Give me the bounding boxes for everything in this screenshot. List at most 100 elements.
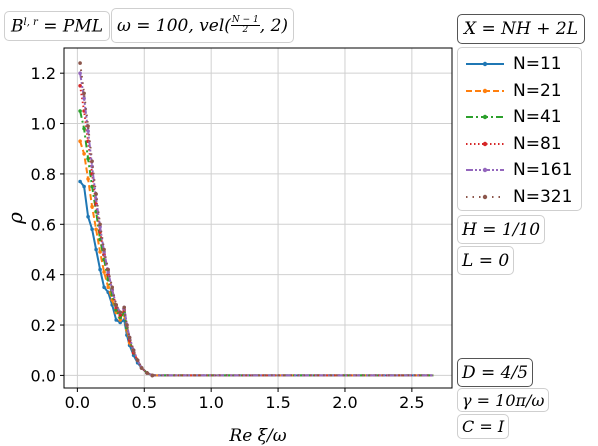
y-axis-label: ρ bbox=[3, 212, 27, 225]
boundary-superscript: l, r bbox=[23, 17, 38, 28]
data-point bbox=[82, 152, 86, 156]
legend-entry: N=81 bbox=[458, 132, 581, 156]
c-text: C = I bbox=[462, 417, 505, 436]
data-point bbox=[98, 225, 102, 229]
y-tick-label: 1.2 bbox=[31, 64, 56, 83]
data-point bbox=[98, 222, 102, 227]
h-annotation: H = 1/10 bbox=[457, 215, 546, 244]
gamma-text: γ = 10π/ω bbox=[462, 391, 545, 410]
series-line bbox=[79, 85, 434, 377]
data-point bbox=[90, 204, 94, 209]
legend-label: N=81 bbox=[513, 133, 562, 154]
ticks: 0.0 0.5 1.0 1.5 2.0 2.5 0.0 0.2 0.4 0.6 0.8 1.0 1.2 bbox=[31, 64, 425, 412]
plot-frame bbox=[63, 47, 453, 389]
data-point bbox=[127, 335, 132, 340]
boundary-value: = PML bbox=[37, 16, 104, 37]
legend-swatch bbox=[466, 141, 504, 146]
data-point bbox=[98, 250, 102, 254]
data-point bbox=[82, 184, 86, 189]
data-point bbox=[82, 91, 86, 96]
y-tick-label: 0.0 bbox=[31, 366, 56, 385]
legend-swatch bbox=[466, 114, 504, 120]
data-point bbox=[118, 320, 122, 325]
data-point bbox=[90, 159, 94, 164]
legend-swatch bbox=[466, 88, 504, 93]
data-point bbox=[150, 373, 155, 378]
x-tick-label: 0.0 bbox=[65, 393, 90, 412]
series-line bbox=[79, 62, 434, 377]
series-n-41 bbox=[78, 109, 434, 378]
data-point bbox=[122, 305, 126, 310]
x-tick-label: 2.0 bbox=[332, 393, 357, 412]
data-point bbox=[118, 315, 122, 320]
y-tick-label: 0.4 bbox=[31, 266, 56, 285]
data-point bbox=[86, 214, 90, 219]
x-definition-annotation: X = NH + 2L bbox=[457, 14, 586, 44]
y-tick-label: 0.2 bbox=[31, 316, 56, 335]
data-point bbox=[78, 71, 82, 75]
data-point bbox=[114, 303, 118, 307]
data-point bbox=[86, 129, 90, 133]
data-point bbox=[114, 318, 118, 322]
legend-entry: N=11 bbox=[458, 52, 581, 76]
data-point bbox=[78, 109, 82, 113]
omega-tail: , 2) bbox=[259, 15, 289, 36]
data-point bbox=[110, 285, 114, 290]
data-point bbox=[118, 310, 122, 315]
data-point bbox=[94, 192, 98, 196]
omega-text: ω = 100, vel( bbox=[117, 15, 231, 36]
legend-label: N=11 bbox=[513, 54, 562, 74]
data-point bbox=[78, 139, 82, 143]
data-point bbox=[125, 323, 129, 327]
boundary-annotation: Bl, r = PML bbox=[4, 11, 111, 41]
legend-entry: N=321 bbox=[458, 185, 581, 209]
series-n-81 bbox=[78, 84, 434, 378]
data-point bbox=[102, 270, 106, 274]
series-line bbox=[79, 140, 434, 377]
data-point bbox=[106, 267, 110, 272]
data-point bbox=[90, 227, 94, 232]
x-definition-text: X = NH + 2L bbox=[464, 19, 579, 39]
c-annotation: C = I bbox=[457, 414, 510, 439]
data-point bbox=[139, 366, 144, 370]
data-point bbox=[118, 313, 122, 317]
legend-label: N=321 bbox=[513, 186, 573, 207]
omega-frac-den: 2 bbox=[242, 25, 249, 36]
data-point bbox=[118, 318, 122, 322]
data-point bbox=[106, 270, 110, 274]
data-point bbox=[102, 247, 106, 252]
legend-swatch bbox=[466, 167, 504, 173]
data-point bbox=[131, 348, 136, 353]
data-point bbox=[135, 358, 140, 363]
y-tick-label: 1.0 bbox=[31, 115, 56, 134]
legend-swatch bbox=[466, 194, 504, 199]
x-tick-label: 1.5 bbox=[265, 393, 290, 412]
data-point bbox=[102, 285, 106, 290]
series-n-11 bbox=[78, 179, 434, 378]
data-point bbox=[82, 126, 86, 131]
gamma-annotation: γ = 10π/ω bbox=[457, 388, 550, 412]
x-tick-label: 1.0 bbox=[198, 393, 223, 412]
series-n-21 bbox=[78, 139, 434, 378]
boundary-symbol: B bbox=[11, 16, 24, 37]
y-tick-label: 0.8 bbox=[31, 165, 56, 184]
x-axis-label: Re ξ/ω bbox=[228, 426, 286, 446]
legend-entry: N=21 bbox=[458, 79, 581, 103]
omega-frac-num: N − 1 bbox=[230, 15, 260, 27]
legend-swatch bbox=[466, 61, 504, 67]
data-point bbox=[78, 61, 82, 65]
series-n-321 bbox=[78, 61, 434, 378]
d-text: D = 4/5 bbox=[462, 363, 529, 383]
grid bbox=[64, 48, 452, 388]
data-point bbox=[94, 247, 98, 252]
series-line bbox=[79, 73, 434, 377]
data-point bbox=[145, 371, 149, 375]
data-point bbox=[86, 177, 90, 181]
h-text: H = 1/10 bbox=[462, 220, 541, 240]
l-annotation: L = 0 bbox=[457, 246, 515, 275]
legend-entry: N=161 bbox=[458, 158, 581, 182]
legend-entry: N=41 bbox=[458, 105, 581, 129]
data-point bbox=[86, 124, 90, 128]
